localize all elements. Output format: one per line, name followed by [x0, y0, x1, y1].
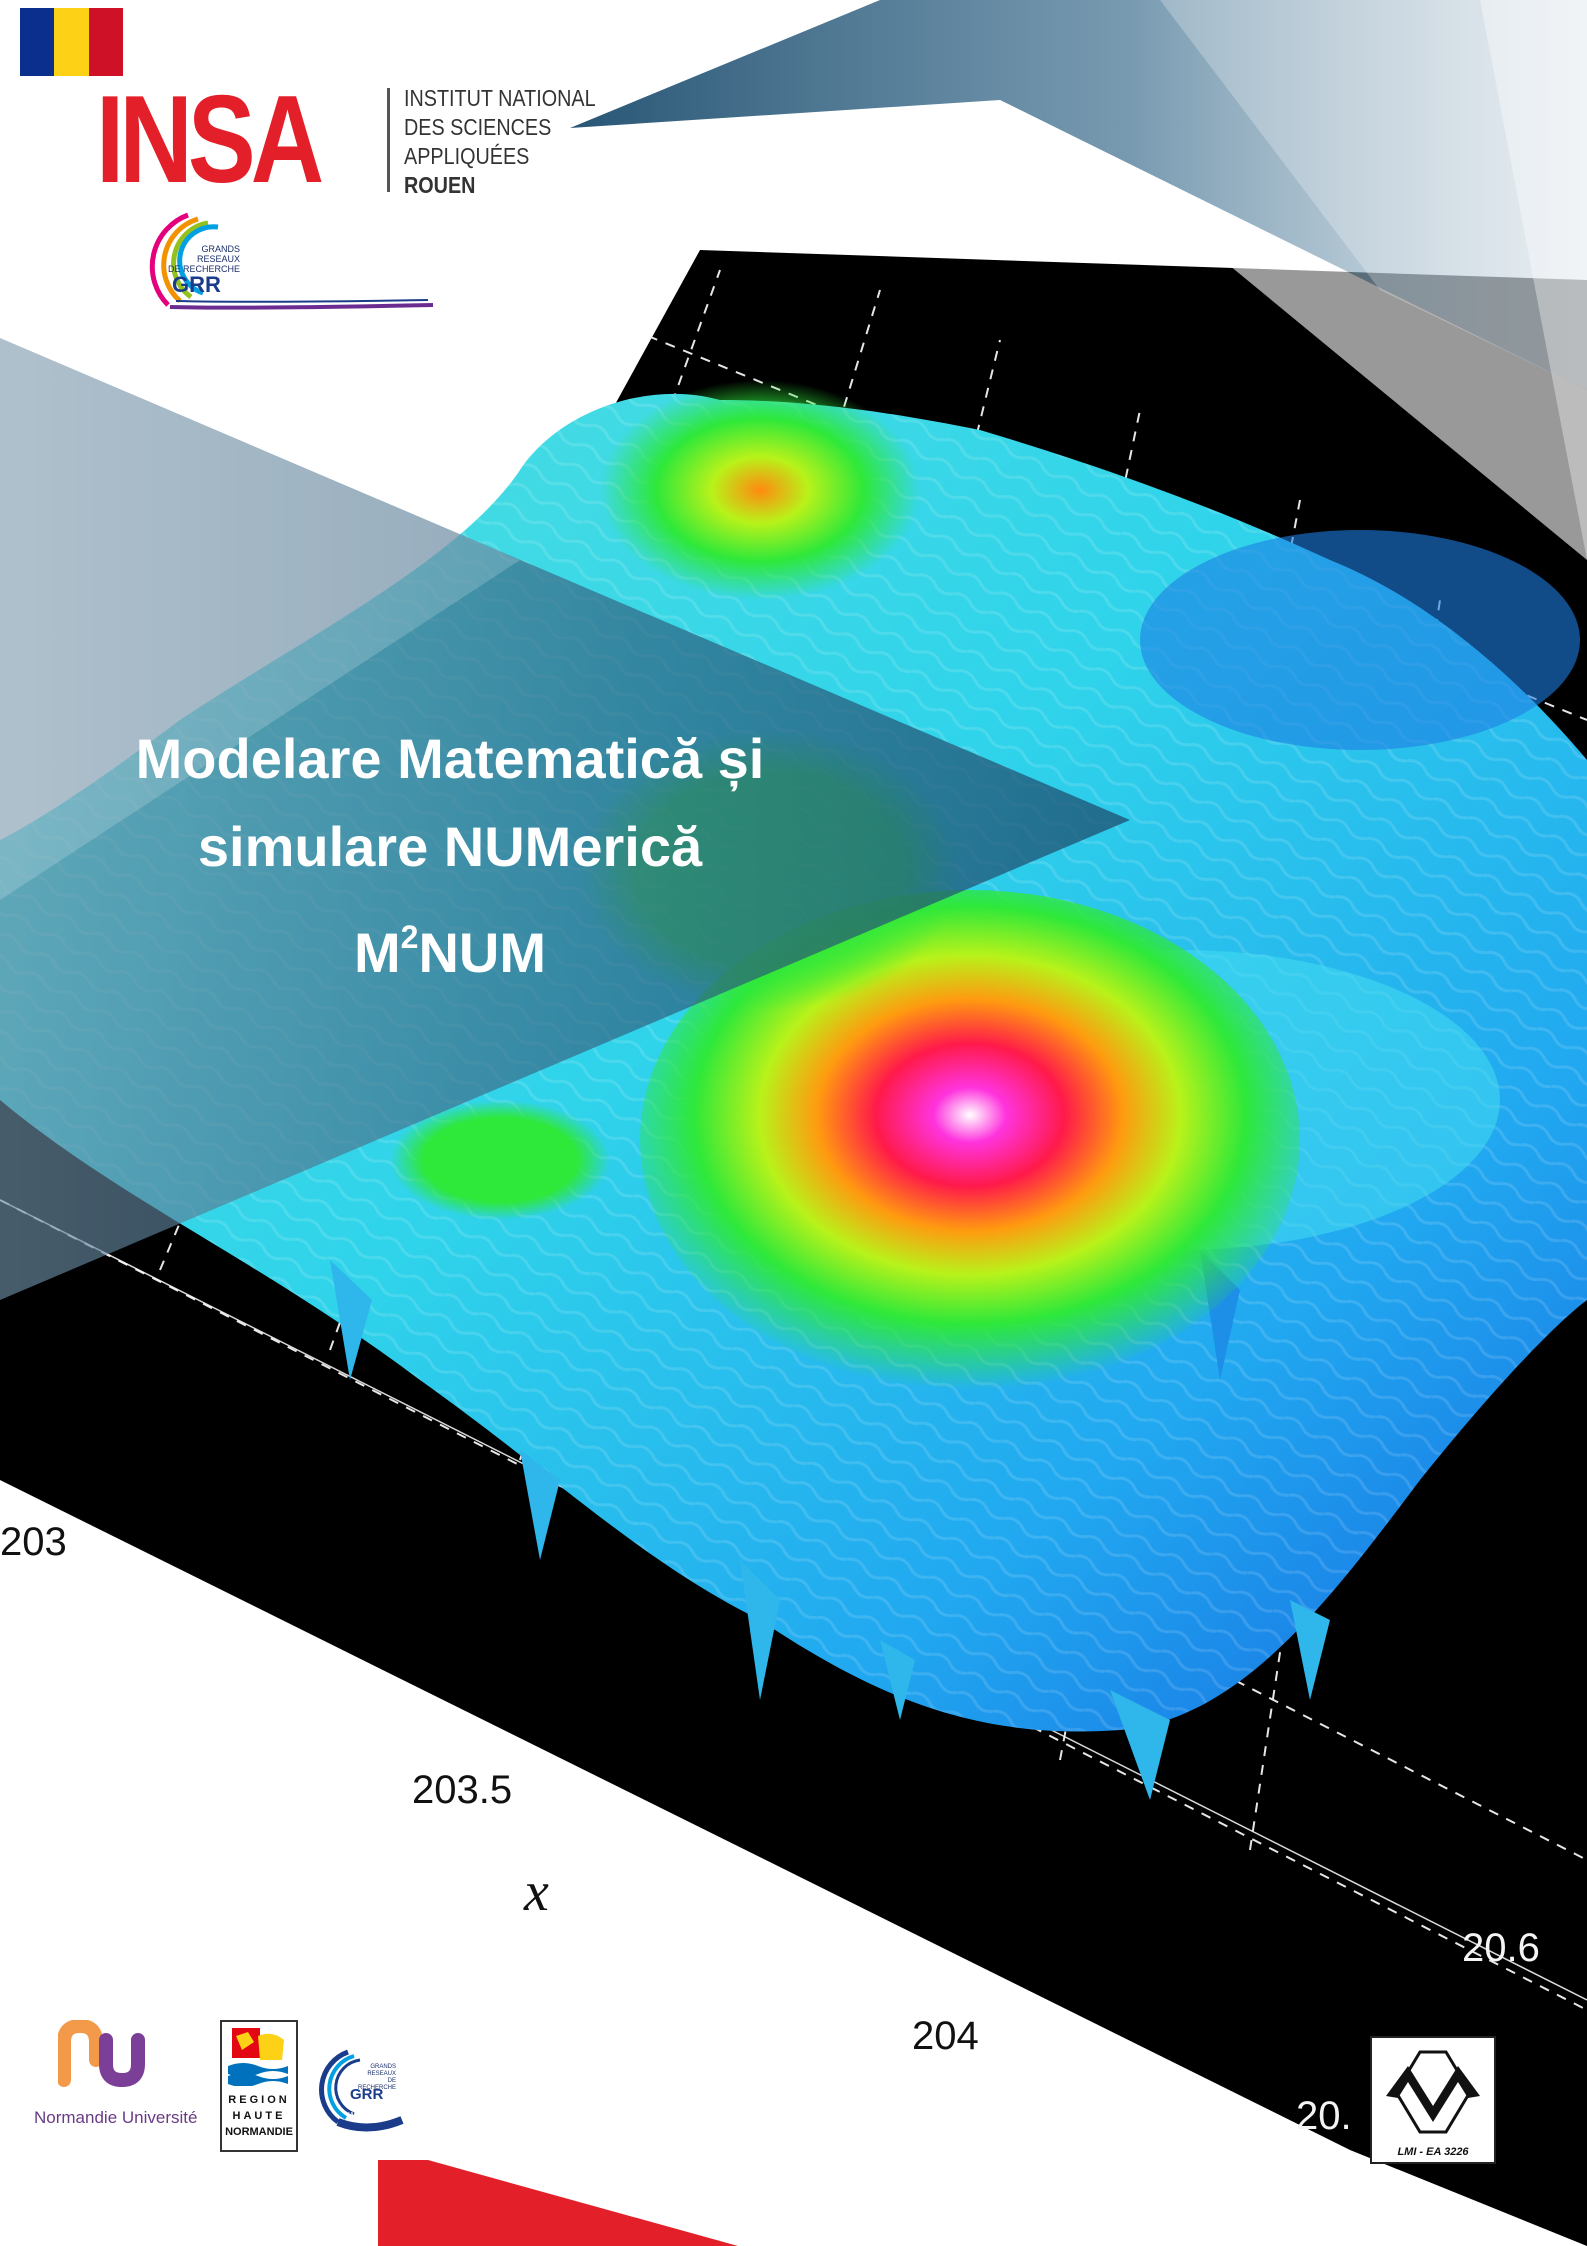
grr-logo-icon — [149, 212, 434, 310]
grr-small-line-3: DE RECHERCHE — [167, 264, 240, 274]
grr-logo-small-text: GRANDS RESEAUX DE RECHERCHE — [160, 244, 240, 274]
axis-label-x: x — [524, 1861, 549, 1923]
tick-label-203: 203 — [0, 1520, 67, 1564]
title-acronym: M2NUM — [40, 921, 860, 984]
insa-line-4: ROUEN — [404, 172, 476, 198]
normandie-universite-logo-icon — [58, 2020, 145, 2088]
grr-bottom-small-2: RESEAUX — [367, 2071, 396, 2077]
flag-stripe-yellow — [54, 8, 89, 76]
lmi-logo: LMI - EA 3226 — [1370, 2036, 1496, 2164]
red-accent-bar — [378, 2160, 738, 2246]
region-line-1: REGION — [228, 2094, 290, 2106]
insa-line-2: DES SCIENCES — [404, 114, 552, 140]
flag-stripe-blue — [20, 8, 55, 76]
grr-bottom-small-text: GRANDS RESEAUX DE RECHERCHE — [350, 2064, 396, 2092]
title-line-2: simulare NUMerică — [197, 815, 703, 878]
region-crest-icon — [228, 2026, 288, 2086]
insa-line-3: APPLIQUÉES — [404, 143, 530, 169]
grr-logo-acronym: GRR — [172, 272, 221, 297]
region-haute-normandie-logo: REGION HAUTE NORMANDIE — [220, 2020, 298, 2152]
lmi-caption: LMI - EA 3226 — [1397, 2146, 1469, 2158]
grr-bottom-small-3: DE RECHERCHE — [357, 2078, 396, 2091]
insa-line-1: INSTITUT NATIONAL — [404, 85, 596, 111]
region-line-2: HAUTE — [232, 2110, 286, 2122]
tick-label-20: 20. — [1296, 2094, 1352, 2138]
acronym-base: M — [354, 921, 401, 984]
grr-small-line-1: GRANDS — [201, 244, 240, 254]
flag-stripe-red — [88, 8, 123, 76]
acronym-superscript: 2 — [400, 919, 419, 955]
flag — [20, 8, 123, 76]
insa-logo-separator — [387, 88, 390, 192]
insa-logo-wordmark: INSA — [96, 71, 324, 209]
grr-bottom-small-1: GRANDS — [370, 2064, 396, 2070]
region-line-3: NORMANDIE — [225, 2126, 293, 2138]
acronym-rest: NUM — [418, 921, 546, 984]
grr-bottom-acronym: GRR — [350, 2086, 384, 2103]
grr-haute-normandie-logo-icon — [319, 2049, 404, 2132]
tick-label-204: 204 — [912, 2014, 979, 2058]
grr-bottom-subtitle: HAUTE-NORMANDIE — [346, 2112, 404, 2118]
grr-small-line-2: RESEAUX — [196, 254, 240, 264]
tick-label-203-5: 203.5 — [412, 1768, 513, 1812]
title-line-1: Modelare Matematică și — [135, 727, 765, 790]
normandie-universite-name: Normandie Université — [34, 2108, 198, 2127]
lmi-emblem-icon — [1386, 2050, 1480, 2134]
tick-label-20-6: 20.6 — [1462, 1926, 1540, 1970]
title-block: Modelare Matematică și simulare NUMerică… — [40, 715, 860, 983]
insa-logo-text: INSTITUT NATIONAL DES SCIENCES APPLIQUÉE… — [404, 84, 596, 200]
